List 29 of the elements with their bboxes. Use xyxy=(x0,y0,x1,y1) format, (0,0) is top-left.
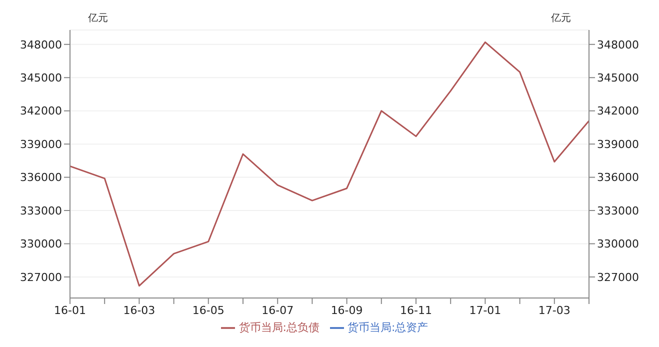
y-tick-label: 333000 xyxy=(20,204,62,218)
line-series xyxy=(70,41,589,287)
x-tick-label: 17-03 xyxy=(538,304,570,317)
y2-tick-label: 333000 xyxy=(597,204,639,218)
x-tick-label: 16-03 xyxy=(123,304,156,317)
y2-tick-label: 327000 xyxy=(597,270,639,284)
x-tick-label: 16-07 xyxy=(262,304,294,317)
x-tick-label: 17-01 xyxy=(469,304,502,317)
x-tick-label: 16-05 xyxy=(192,304,224,317)
y-tick-label: 330000 xyxy=(20,238,62,251)
y-tick-label: 336000 xyxy=(20,171,62,184)
y2-tick-label: 330000 xyxy=(597,238,639,251)
x-tick-label: 16-01 xyxy=(54,304,86,317)
y-tick-label: 327000 xyxy=(20,270,62,284)
legend-label: 货币当局:总资产 xyxy=(348,321,428,334)
y-tick-label: 348000 xyxy=(20,38,62,52)
y2-tick-label: 336000 xyxy=(597,171,639,184)
y-tick-label: 342000 xyxy=(20,104,62,118)
y2-tick-label: 345000 xyxy=(597,72,639,85)
x-tick-label: 16-11 xyxy=(400,304,432,317)
legend-label: 货币当局:总负债 xyxy=(238,321,320,334)
y-tick-label: 345000 xyxy=(20,72,62,85)
y2-tick-label: 342000 xyxy=(597,104,639,118)
y2-tick-label: 339000 xyxy=(597,138,639,151)
y2-axis-title: 亿元 xyxy=(550,13,571,24)
x-tick-label: 16-09 xyxy=(330,304,363,317)
y-axis-title: 亿元 xyxy=(87,13,108,24)
y-tick-label: 339000 xyxy=(20,138,62,151)
y2-tick-label: 348000 xyxy=(597,38,639,52)
